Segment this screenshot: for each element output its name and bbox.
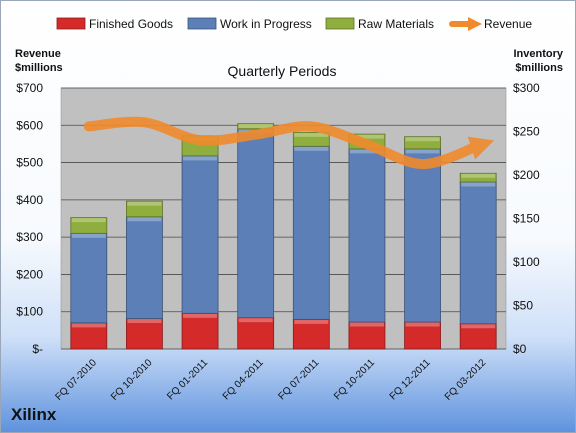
x-tick-label: FQ 04-2011 bbox=[221, 357, 266, 402]
bar-highlight bbox=[238, 318, 273, 323]
bar-highlight bbox=[238, 124, 273, 129]
right-tick-label: $200 bbox=[513, 168, 540, 182]
x-tick-label: FQ 03-2012 bbox=[443, 357, 489, 403]
bar-segment bbox=[70, 232, 108, 324]
x-tick-label: FQ 12-2011 bbox=[388, 357, 433, 402]
bar-segment bbox=[181, 155, 219, 314]
bar-highlight bbox=[183, 156, 218, 161]
revenue-line bbox=[83, 116, 495, 170]
left-tick-label: $600 bbox=[16, 118, 43, 132]
legend-label: Raw Materials bbox=[358, 17, 434, 31]
bar-segment bbox=[126, 318, 163, 350]
right-tick-label: $250 bbox=[513, 125, 540, 139]
bar-segment bbox=[348, 148, 386, 323]
right-axis-title-line1: Inventory bbox=[513, 48, 563, 60]
left-tick-label: $300 bbox=[16, 230, 43, 244]
bar-highlight bbox=[349, 149, 384, 154]
left-tick-label: $700 bbox=[16, 81, 43, 95]
left-tick-label: $500 bbox=[16, 156, 43, 170]
bar-highlight bbox=[127, 201, 162, 206]
legend-swatch bbox=[187, 17, 217, 30]
bar-highlight bbox=[71, 218, 106, 223]
bar-highlight bbox=[461, 182, 496, 187]
bar-highlight bbox=[405, 322, 440, 327]
right-tick-label: $100 bbox=[513, 255, 540, 269]
right-tick-label: $300 bbox=[513, 81, 540, 95]
x-tick-label: FQ 07-2011 bbox=[276, 357, 321, 402]
left-tick-label: $- bbox=[32, 342, 43, 356]
bar-highlight bbox=[294, 319, 329, 324]
bar-segment bbox=[459, 181, 497, 325]
bar-highlight bbox=[127, 319, 162, 324]
bar-highlight bbox=[349, 322, 384, 327]
bar-highlight bbox=[349, 134, 384, 139]
right-axis-ticks: $0 $50 $100 $150 $200 $250 $300 bbox=[513, 81, 540, 356]
legend-label: Work in Progress bbox=[220, 17, 312, 31]
bar-highlight bbox=[294, 146, 329, 151]
bar-highlight bbox=[294, 132, 329, 137]
stacked-bars bbox=[70, 123, 497, 350]
bar-highlight bbox=[461, 173, 496, 178]
chart-subtitle: Quarterly Periods bbox=[228, 63, 337, 79]
x-tick-label: FQ 07-2010 bbox=[53, 357, 99, 403]
x-tick-label: FQ 10-2010 bbox=[109, 357, 155, 403]
bar-segment bbox=[404, 148, 441, 323]
left-axis-title-line1: Revenue bbox=[15, 48, 61, 60]
legend-swatch bbox=[56, 17, 86, 30]
left-tick-label: $100 bbox=[16, 305, 43, 319]
legend-label: Finished Goods bbox=[89, 17, 173, 31]
right-tick-label: $50 bbox=[513, 299, 533, 313]
x-tick-label: FQ 10-2011 bbox=[332, 357, 377, 402]
bar-highlight bbox=[405, 137, 440, 142]
left-axis-ticks: $- $100 $200 $300 $400 $500 $600 $700 bbox=[16, 81, 43, 356]
revenue-line-path bbox=[83, 116, 495, 170]
bar-highlight bbox=[127, 217, 162, 222]
bar-highlight bbox=[71, 233, 106, 238]
bar-segment bbox=[237, 317, 275, 350]
x-axis-ticks: FQ 07-2010 FQ 10-2010 FQ 01-2011 FQ 04-2011… bbox=[53, 357, 488, 403]
bar-segment bbox=[126, 216, 163, 319]
left-tick-label: $400 bbox=[16, 193, 43, 207]
legend-swatch bbox=[325, 17, 355, 30]
legend: Finished Goods Work in Progress Raw Materi… bbox=[56, 17, 532, 31]
bar-segment bbox=[237, 128, 275, 319]
x-tick-label: FQ 01-2011 bbox=[165, 357, 210, 402]
bar-segment bbox=[181, 312, 219, 350]
legend-arrowhead bbox=[468, 17, 482, 31]
bar-highlight bbox=[71, 323, 106, 328]
right-tick-label: $0 bbox=[513, 342, 527, 356]
right-axis-title-line2: $millions bbox=[515, 62, 563, 74]
left-axis-title-line2: $millions bbox=[15, 62, 63, 74]
left-tick-label: $200 bbox=[16, 267, 43, 281]
bar-segment bbox=[292, 319, 330, 350]
company-name: Xilinx bbox=[11, 405, 57, 424]
right-tick-label: $150 bbox=[513, 212, 540, 226]
bar-highlight bbox=[461, 324, 496, 329]
bar-segment bbox=[292, 145, 330, 320]
bar-highlight bbox=[183, 313, 218, 318]
bar-highlight bbox=[405, 149, 440, 154]
legend-label: Revenue bbox=[484, 17, 532, 31]
